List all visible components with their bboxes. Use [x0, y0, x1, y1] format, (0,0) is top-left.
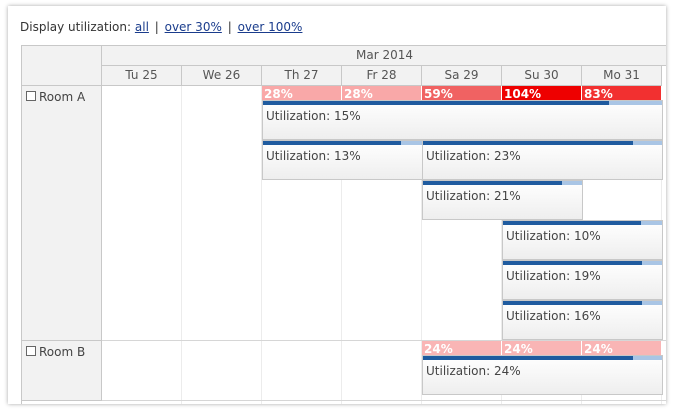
event-box[interactable]: Utilization: 16% [502, 300, 663, 340]
event-progress-fill [503, 261, 642, 265]
day-header: Mo 31 [582, 66, 662, 86]
resource-checkbox[interactable] [26, 91, 36, 101]
event-label: Utilization: 21% [426, 189, 521, 203]
resource-checkbox[interactable] [26, 346, 36, 356]
utilization-cell: 28% [342, 86, 422, 102]
header-corner [22, 46, 102, 86]
event-box[interactable]: Utilization: 15% [262, 100, 663, 140]
utilization-cell: 24% [422, 341, 502, 357]
event-label: Utilization: 19% [506, 269, 601, 283]
event-label: Utilization: 15% [266, 109, 361, 123]
utilization-cell: 28% [262, 86, 342, 102]
event-progress-fill [423, 356, 633, 360]
grid-column-line [181, 86, 182, 404]
resource-label[interactable]: Room A [26, 90, 85, 104]
event-progress-fill [503, 221, 641, 225]
month-header: Mar 2014 [102, 46, 666, 66]
event-progress-fill [263, 101, 609, 105]
separator: | [154, 20, 159, 34]
event-box[interactable]: Utilization: 21% [422, 180, 583, 220]
grid-column-line [421, 86, 422, 404]
event-box[interactable]: Utilization: 10% [502, 220, 663, 260]
event-label: Utilization: 16% [506, 309, 601, 323]
event-box[interactable]: Utilization: 13% [262, 140, 423, 180]
utilization-cell: 24% [502, 341, 582, 357]
resource-name: Room A [39, 90, 86, 104]
scheduler-grid: Mar 2014 Tu 25 We 26 Th 27 Fr 28 Sa 29 Su 30 M… [21, 45, 666, 404]
event-label: Utilization: 10% [506, 229, 601, 243]
event-progress-fill [423, 141, 633, 145]
grid-column-line [501, 86, 502, 404]
event-box[interactable]: Utilization: 19% [502, 260, 663, 300]
event-progress-fill [503, 301, 642, 305]
utilization-cell: 59% [422, 86, 502, 102]
resource-row-divider [102, 340, 666, 341]
utilization-cell: 104% [502, 86, 582, 102]
event-box[interactable]: Utilization: 24% [422, 355, 663, 395]
resource-row-header[interactable]: Room A [22, 86, 102, 341]
filter-over-30-link[interactable]: over 30% [164, 20, 222, 34]
grid-column-line [261, 86, 262, 404]
grid-column-line [341, 86, 342, 404]
event-progress-fill [263, 141, 401, 145]
utilization-cell: 24% [582, 341, 662, 357]
day-header: We 26 [182, 66, 262, 86]
day-header: Th 27 [262, 66, 342, 86]
resource-row-header[interactable]: Room B [22, 341, 102, 401]
utilization-filter-toolbar: Display utilization: all | over 30% | ov… [20, 20, 302, 34]
day-header: Fr 28 [342, 66, 422, 86]
scheduler-frame: Display utilization: all | over 30% | ov… [8, 6, 666, 404]
event-progress-fill [423, 181, 562, 185]
resource-name: Room B [39, 345, 86, 359]
filter-over-100-link[interactable]: over 100% [237, 20, 303, 34]
resource-row-divider [102, 400, 666, 401]
filter-all-link[interactable]: all [134, 20, 149, 34]
day-header: Sa 29 [422, 66, 502, 86]
event-label: Utilization: 23% [426, 149, 521, 163]
resource-label[interactable]: Room B [26, 345, 85, 359]
separator: | [227, 20, 232, 34]
filter-label: Display utilization: [20, 20, 132, 34]
utilization-cell: 83% [582, 86, 662, 102]
event-label: Utilization: 24% [426, 364, 521, 378]
day-header: Tu 25 [102, 66, 182, 86]
event-box[interactable]: Utilization: 23% [422, 140, 663, 180]
event-label: Utilization: 13% [266, 149, 361, 163]
day-header: Su 30 [502, 66, 582, 86]
